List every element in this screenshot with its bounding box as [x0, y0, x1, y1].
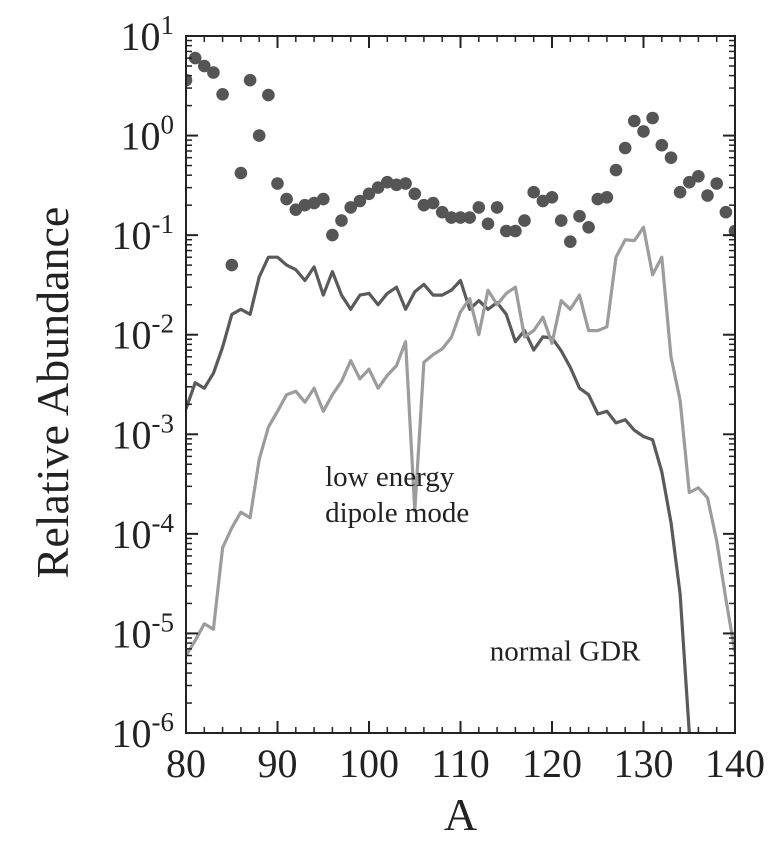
observed-data-point	[490, 201, 504, 214]
annotation-line: low energy	[325, 461, 455, 493]
y-tick-label-base: 10	[121, 114, 161, 159]
observed-data-point	[701, 189, 714, 202]
observed-data-point	[554, 214, 568, 227]
x-tick-label: 120	[522, 741, 582, 786]
observed-data-point	[500, 224, 513, 238]
y-tick-label: 10-1	[112, 209, 175, 258]
observed-data-point	[243, 73, 257, 87]
observed-data-point	[582, 221, 595, 234]
observed-data-point	[362, 187, 376, 201]
observed-data-point	[225, 258, 239, 272]
observed-data-point	[609, 163, 623, 177]
observed-data-point	[198, 59, 211, 73]
y-tick-label: 100	[121, 110, 175, 159]
plot-frame	[185, 35, 736, 734]
y-tick-label-exponent: -2	[152, 309, 175, 339]
observed-data-point	[371, 181, 385, 194]
observed-data-point	[664, 151, 678, 164]
observed-data-point	[262, 88, 275, 102]
observed-data-point	[463, 211, 477, 224]
y-tick-label: 10-3	[112, 408, 175, 457]
observed-data-point	[710, 177, 723, 190]
observed-data-point	[252, 129, 266, 142]
observed-data-point	[186, 73, 193, 87]
x-tick-label: 130	[614, 741, 674, 786]
observed-data-point	[435, 205, 449, 219]
y-axis-title: Relative Abundance	[27, 207, 78, 579]
y-tick-label: 101	[121, 10, 175, 59]
annotation-line: normal GDR	[490, 635, 641, 667]
observed-data-point	[719, 205, 733, 219]
x-tick-label: 140	[705, 741, 765, 786]
y-tick-label-base: 10	[112, 412, 152, 457]
observed-data-point	[445, 211, 458, 224]
y-tick-label-base: 10	[112, 711, 152, 756]
y-tick-label: 10-4	[112, 508, 175, 557]
observed-data-point	[335, 214, 348, 227]
observed-data-point	[673, 185, 687, 199]
observed-data-point	[509, 224, 522, 238]
y-tick-label: 10-2	[112, 309, 175, 358]
observed-data-point	[454, 211, 467, 224]
observed-data-point	[564, 235, 577, 248]
y-tick-label: 10-5	[112, 607, 175, 656]
observed-data-point	[326, 228, 339, 242]
y-tick-label-exponent: -6	[152, 707, 175, 737]
y-tick-label-base: 10	[112, 313, 152, 358]
chart-annotation: normal GDR	[490, 635, 641, 667]
y-tick-label-exponent: -5	[152, 607, 175, 637]
observed-data-point	[207, 66, 220, 79]
observed-data-point	[637, 125, 650, 138]
observed-data-point	[518, 214, 531, 227]
y-tick-label-exponent: 0	[161, 110, 175, 140]
x-tick-label: 80	[166, 741, 206, 786]
observed-data-point	[472, 201, 486, 214]
y-tick-label-base: 10	[112, 611, 152, 656]
observed-data-point	[692, 170, 705, 183]
y-tick-label-exponent: -1	[152, 209, 175, 239]
observed-data-point	[527, 185, 540, 199]
x-tick-label: 110	[431, 741, 490, 786]
observed-data-point	[399, 177, 412, 190]
y-tick-label: 10-6	[112, 707, 175, 756]
observed-data-point	[618, 141, 632, 155]
observed-data-point	[344, 201, 358, 214]
y-tick-label-exponent: -4	[152, 508, 175, 538]
y-tick-label-base: 10	[112, 213, 152, 258]
observed-data-point	[271, 177, 284, 190]
annotation-line: dipole mode	[325, 497, 469, 529]
series-layer	[186, 51, 735, 733]
observed-data-point	[628, 114, 641, 128]
observed-data-point	[234, 166, 248, 180]
low-energy-dipole-mode-series-line	[186, 225, 735, 657]
observed-data-point	[188, 51, 202, 65]
observed-data-point	[353, 194, 367, 208]
observed-data-point	[655, 138, 669, 152]
y-tick-label-base: 10	[121, 14, 161, 59]
observed-data-point	[545, 191, 559, 204]
observed-data-point	[646, 111, 659, 125]
observed-data-point	[683, 175, 696, 189]
observed-data-point	[600, 191, 614, 204]
x-tick-label: 100	[339, 741, 399, 786]
y-tick-label-base: 10	[112, 512, 152, 557]
observed-data-point	[426, 196, 440, 210]
observed-data-point	[573, 209, 586, 223]
y-tick-label-exponent: -3	[152, 408, 175, 438]
observed-data-point	[280, 192, 293, 206]
annotation-layer: low energy dipole mode normal GDR	[325, 461, 641, 667]
x-tick-label: 90	[258, 741, 298, 786]
observed-data-point	[408, 187, 422, 201]
observed-data-point	[216, 88, 229, 101]
observed-data-point	[481, 217, 495, 231]
observed-data-point	[317, 192, 330, 206]
normal-gdr-series-line	[186, 255, 691, 733]
chart-annotation: low energy dipole mode	[325, 461, 469, 529]
y-tick-label-exponent: 1	[161, 10, 175, 40]
x-axis-title: A	[444, 789, 477, 840]
